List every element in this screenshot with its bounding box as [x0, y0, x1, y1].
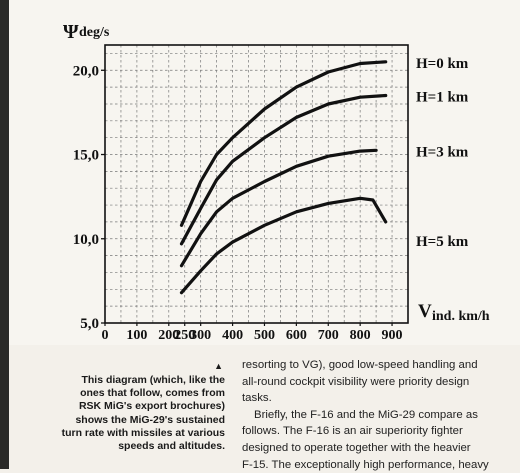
series-line	[179, 148, 378, 268]
page-edge-shadow	[0, 0, 9, 469]
body-line: F-15. The exceptionally high performance…	[242, 458, 489, 471]
series-label: H=5 km	[416, 234, 469, 250]
chart-series	[179, 60, 388, 295]
body-line: Briefly, the F-16 and the MiG-29 compare…	[254, 408, 478, 421]
body-line: designed to operate together with the he…	[242, 441, 471, 454]
x-tick-label: 0	[102, 328, 109, 343]
body-line: all-round cockpit visibility were priori…	[242, 375, 470, 388]
series-line	[179, 93, 388, 246]
x-tick-label: 200	[158, 328, 179, 343]
series-line	[179, 196, 388, 295]
x-axis-unit: ind. km/h	[432, 309, 490, 324]
caption-line: speeds and altitudes.	[118, 440, 225, 453]
x-tick-label: 300	[190, 328, 211, 343]
chart-axes	[101, 44, 409, 326]
chart-panel: 5,0 10,0 15,0 20,0 0 100 200 250 300 400 500 600 700…	[9, 0, 520, 345]
caption-line: RSK MiG's export brochures)	[78, 400, 225, 413]
caption-line: This diagram (which, like the	[81, 374, 225, 386]
chart-grid	[105, 45, 408, 324]
caption-triangle-icon: ▲	[214, 361, 223, 371]
series-label: H=0 km	[416, 56, 469, 72]
y-axis-unit: deg/s	[79, 25, 110, 40]
y-tick-label: 5,0	[80, 316, 99, 332]
body-line: resorting to VG), good low-speed handlin…	[242, 359, 478, 371]
caption-line: turn rate with missiles at various	[61, 426, 225, 439]
x-tick-label: 400	[222, 328, 243, 343]
y-tick-label: 15,0	[73, 148, 99, 164]
x-axis-symbol: V	[418, 301, 432, 322]
article-body-text: resorting to VG), good low-speed handlin…	[242, 357, 512, 473]
body-line: follows. The F-16 is an air superiority …	[242, 425, 463, 438]
series-label: H=3 km	[416, 144, 469, 160]
x-tick-label: 500	[254, 328, 275, 343]
series-line	[179, 60, 388, 227]
x-tick-label: 800	[350, 328, 371, 343]
x-tick-label: 600	[286, 328, 307, 343]
y-axis-symbol: Ψ	[63, 21, 79, 43]
caption-line: shows the MiG-29's sustained	[75, 413, 225, 426]
x-tick-label: 700	[318, 328, 339, 343]
series-label: H=1 km	[416, 90, 469, 106]
x-tick-label: 250	[174, 328, 195, 343]
y-tick-label: 20,0	[73, 63, 99, 79]
x-tick-label: 900	[382, 328, 403, 343]
caption-line: ones that follow, comes from	[80, 387, 225, 400]
x-tick-label: 100	[126, 328, 147, 343]
figure-caption: ▲ This diagram (which, like the ones tha…	[30, 360, 225, 453]
body-line: tasks.	[242, 392, 272, 405]
y-tick-label: 10,0	[73, 232, 99, 248]
plot-frame	[104, 44, 409, 324]
